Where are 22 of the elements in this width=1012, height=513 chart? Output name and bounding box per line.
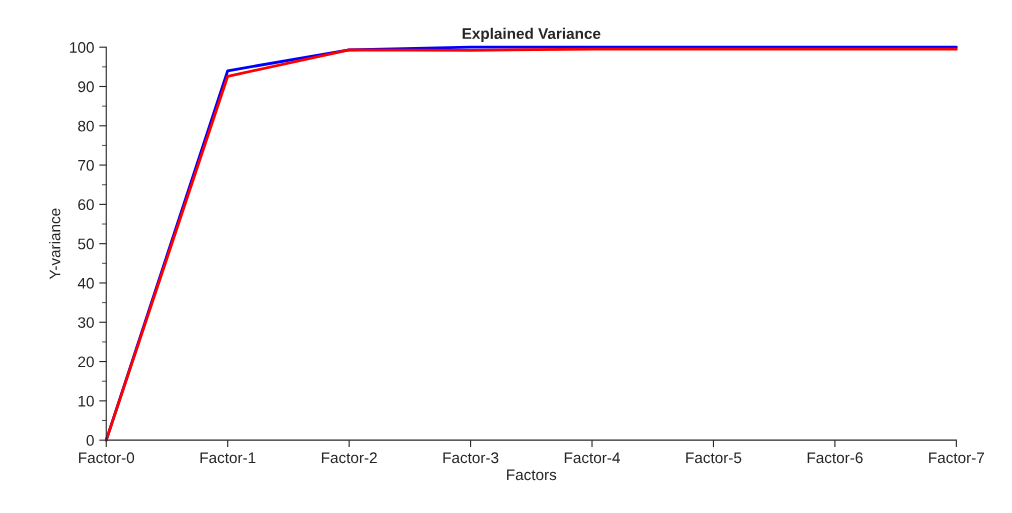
y-tick-label: 100 [70,42,94,53]
y-tick-label: 50 [78,238,94,250]
x-tick-label: Factor-5 [686,452,742,464]
y-tick-label: 70 [78,159,94,171]
y-tick-label: 60 [78,199,94,211]
y-tick-label: 30 [78,317,94,328]
x-tick-label: Factor-7 [929,452,985,464]
y-tick-label: 20 [78,356,94,368]
x-tick-label: Factor-3 [443,452,499,464]
x-tick-label: Factor-4 [564,452,621,464]
x-tick-label: Factor-0 [79,452,135,464]
x-axis-title: Factors [507,469,557,481]
y-tick-label: 10 [78,395,94,407]
x-tick-label: Factor-1 [200,452,256,464]
y-tick-label: 80 [78,120,94,132]
y-tick-label: 0 [86,435,94,446]
y-tick-label: 40 [77,277,94,289]
y-tick-label: 90 [78,81,94,93]
x-tick-label: Factor-2 [321,452,377,464]
y-axis-title: Y-variance [49,208,61,280]
x-tick-label: Factor-6 [807,452,863,464]
chart-title: Explained Variance [462,27,601,43]
